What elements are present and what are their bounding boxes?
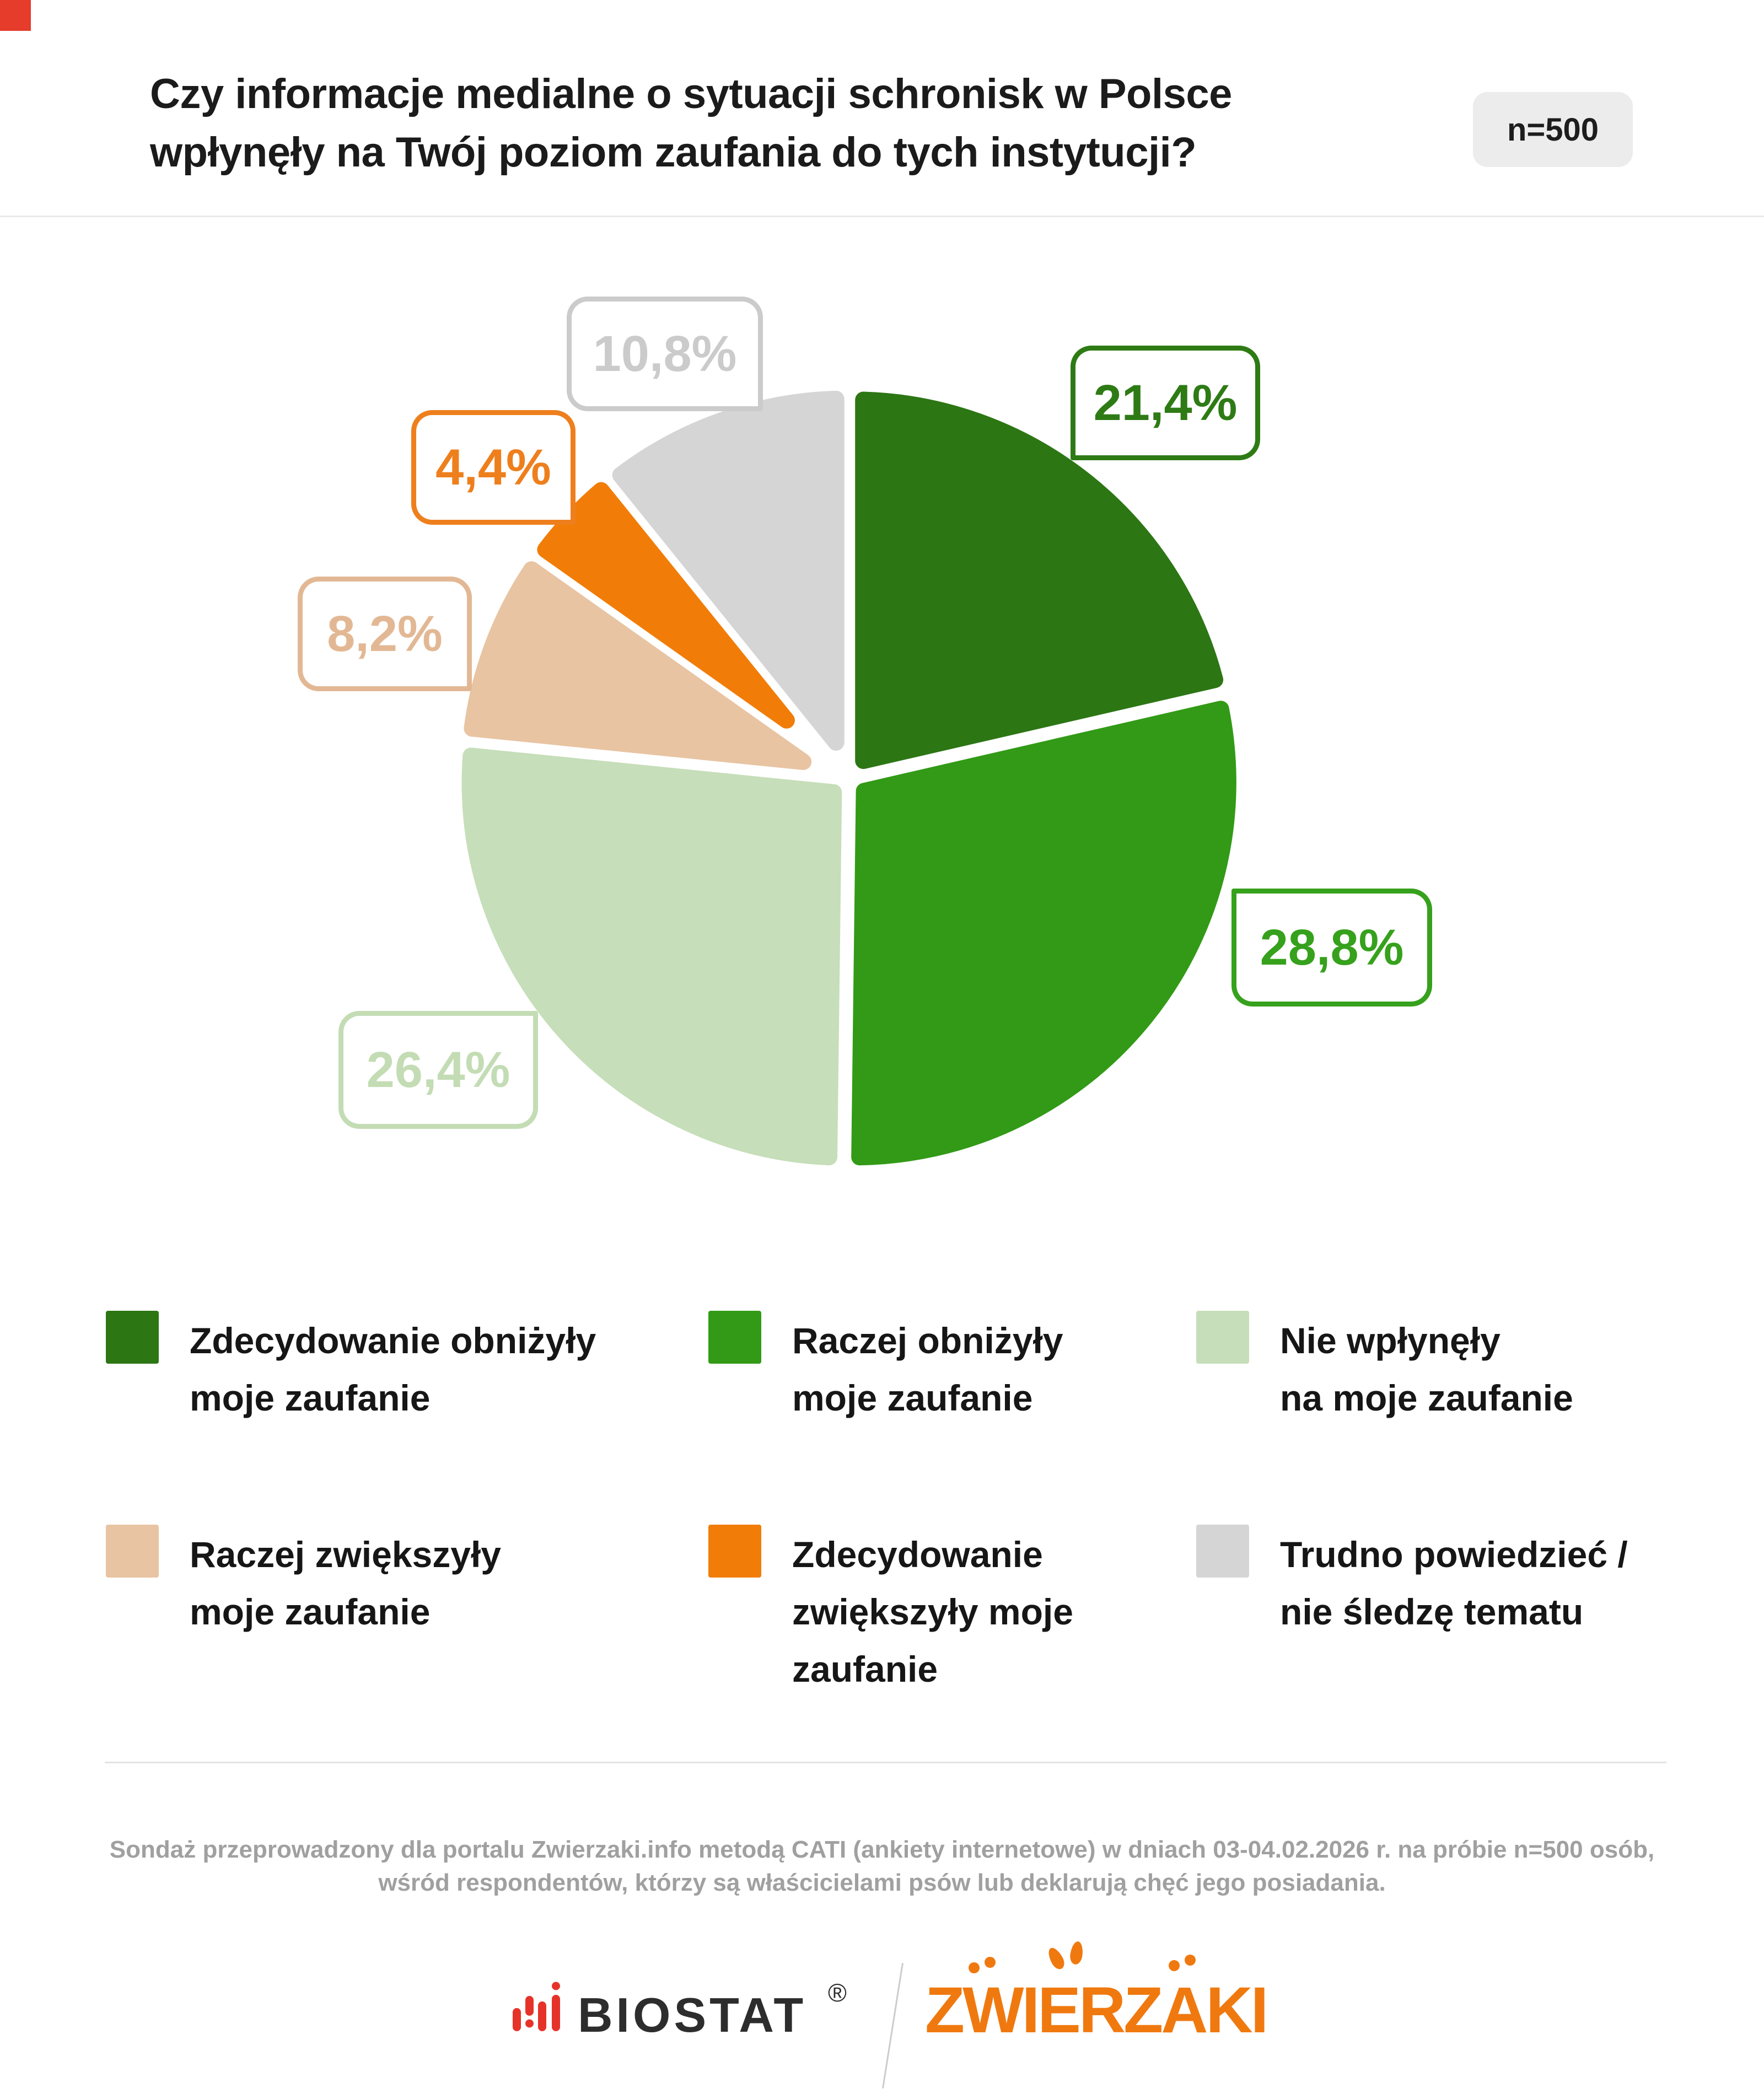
- legend-item-4: Zdecydowanie zwiększyły moje zaufanie: [708, 1525, 1073, 1698]
- pie-label-28-8: 28,8%: [1231, 889, 1432, 1007]
- paw-dot-icon: [985, 1957, 996, 1968]
- pie-slice-5: [612, 390, 845, 751]
- pie-slice-2: [461, 747, 842, 1166]
- page-title-line1: Czy informacje medialne o sytuacji schro…: [150, 71, 1232, 117]
- legend-label-2: Nie wpłynęły na moje zaufanie: [1280, 1320, 1573, 1418]
- pie-label-4-4: 4,4%: [411, 410, 576, 525]
- sample-size-badge: n=500: [1473, 92, 1633, 167]
- pie-label-21-4: 21,4%: [1071, 346, 1260, 460]
- pie-label-8-2: 8,2%: [298, 577, 472, 691]
- pie-label-10-8: 10,8%: [567, 297, 763, 411]
- legend-item-0: Zdecydowanie obniżyły moje zaufanie: [106, 1311, 596, 1427]
- legend-item-1: Raczej obniżyły moje zaufanie: [708, 1311, 1063, 1427]
- page-title: Czy informacje medialne o sytuacji schro…: [150, 65, 1232, 182]
- legend-item-2: Nie wpłynęły na moje zaufanie: [1196, 1311, 1573, 1427]
- paw-dot-icon: [1185, 1955, 1196, 1966]
- legend-item-5: Trudno powiedzieć / nie śledzę tematu: [1196, 1525, 1628, 1640]
- registered-trademark-icon: ®: [828, 1978, 847, 2007]
- corner-accent: [0, 0, 31, 31]
- legend-item-3: Raczej zwiększyły moje zaufanie: [106, 1525, 501, 1640]
- paw-dot-icon: [1169, 1960, 1180, 1971]
- pie-slice-3: [464, 561, 812, 770]
- signal-bars-icon: [513, 1982, 560, 2031]
- biostat-logo: BIOSTAT: [578, 1988, 807, 2042]
- legend-label-0: Zdecydowanie obniżyły moje zaufanie: [190, 1320, 596, 1418]
- methodology-note: Sondaż przeprowadzony dla portalu Zwierz…: [0, 1833, 1764, 1899]
- pie-slice-0: [855, 391, 1224, 769]
- legend-swatch-gray: [1196, 1525, 1249, 1578]
- legend-label-5: Trudno powiedzieć / nie śledzę tematu: [1280, 1534, 1628, 1632]
- page-title-line2: wpłynęły na Twój poziom zaufania do tych…: [150, 129, 1197, 176]
- legend-swatch-orange: [708, 1525, 761, 1578]
- methodology-line1: Sondaż przeprowadzony dla portalu Zwierz…: [109, 1836, 1655, 1863]
- zwierzaki-logo: ZWIERZAKI: [925, 1974, 1268, 2047]
- pie-label-26-4: 26,4%: [338, 1011, 538, 1129]
- legend-label-4: Zdecydowanie zwiększyły moje zaufanie: [792, 1534, 1073, 1689]
- legend-swatch-tan: [106, 1525, 159, 1578]
- legend-label-3: Raczej zwiększyły moje zaufanie: [190, 1534, 501, 1632]
- methodology-line2: wśród respondentów, którzy są właściciel…: [378, 1869, 1386, 1896]
- footer-divider: [105, 1762, 1666, 1763]
- legend-swatch-light-green: [1196, 1311, 1249, 1364]
- legend-label-1: Raczej obniżyły moje zaufanie: [792, 1320, 1063, 1418]
- legend-swatch-dark-green: [106, 1311, 159, 1364]
- pie-slice-1: [851, 701, 1236, 1166]
- header-divider: [0, 216, 1764, 217]
- legend-swatch-green: [708, 1311, 761, 1364]
- paw-dot-icon: [969, 1962, 980, 1973]
